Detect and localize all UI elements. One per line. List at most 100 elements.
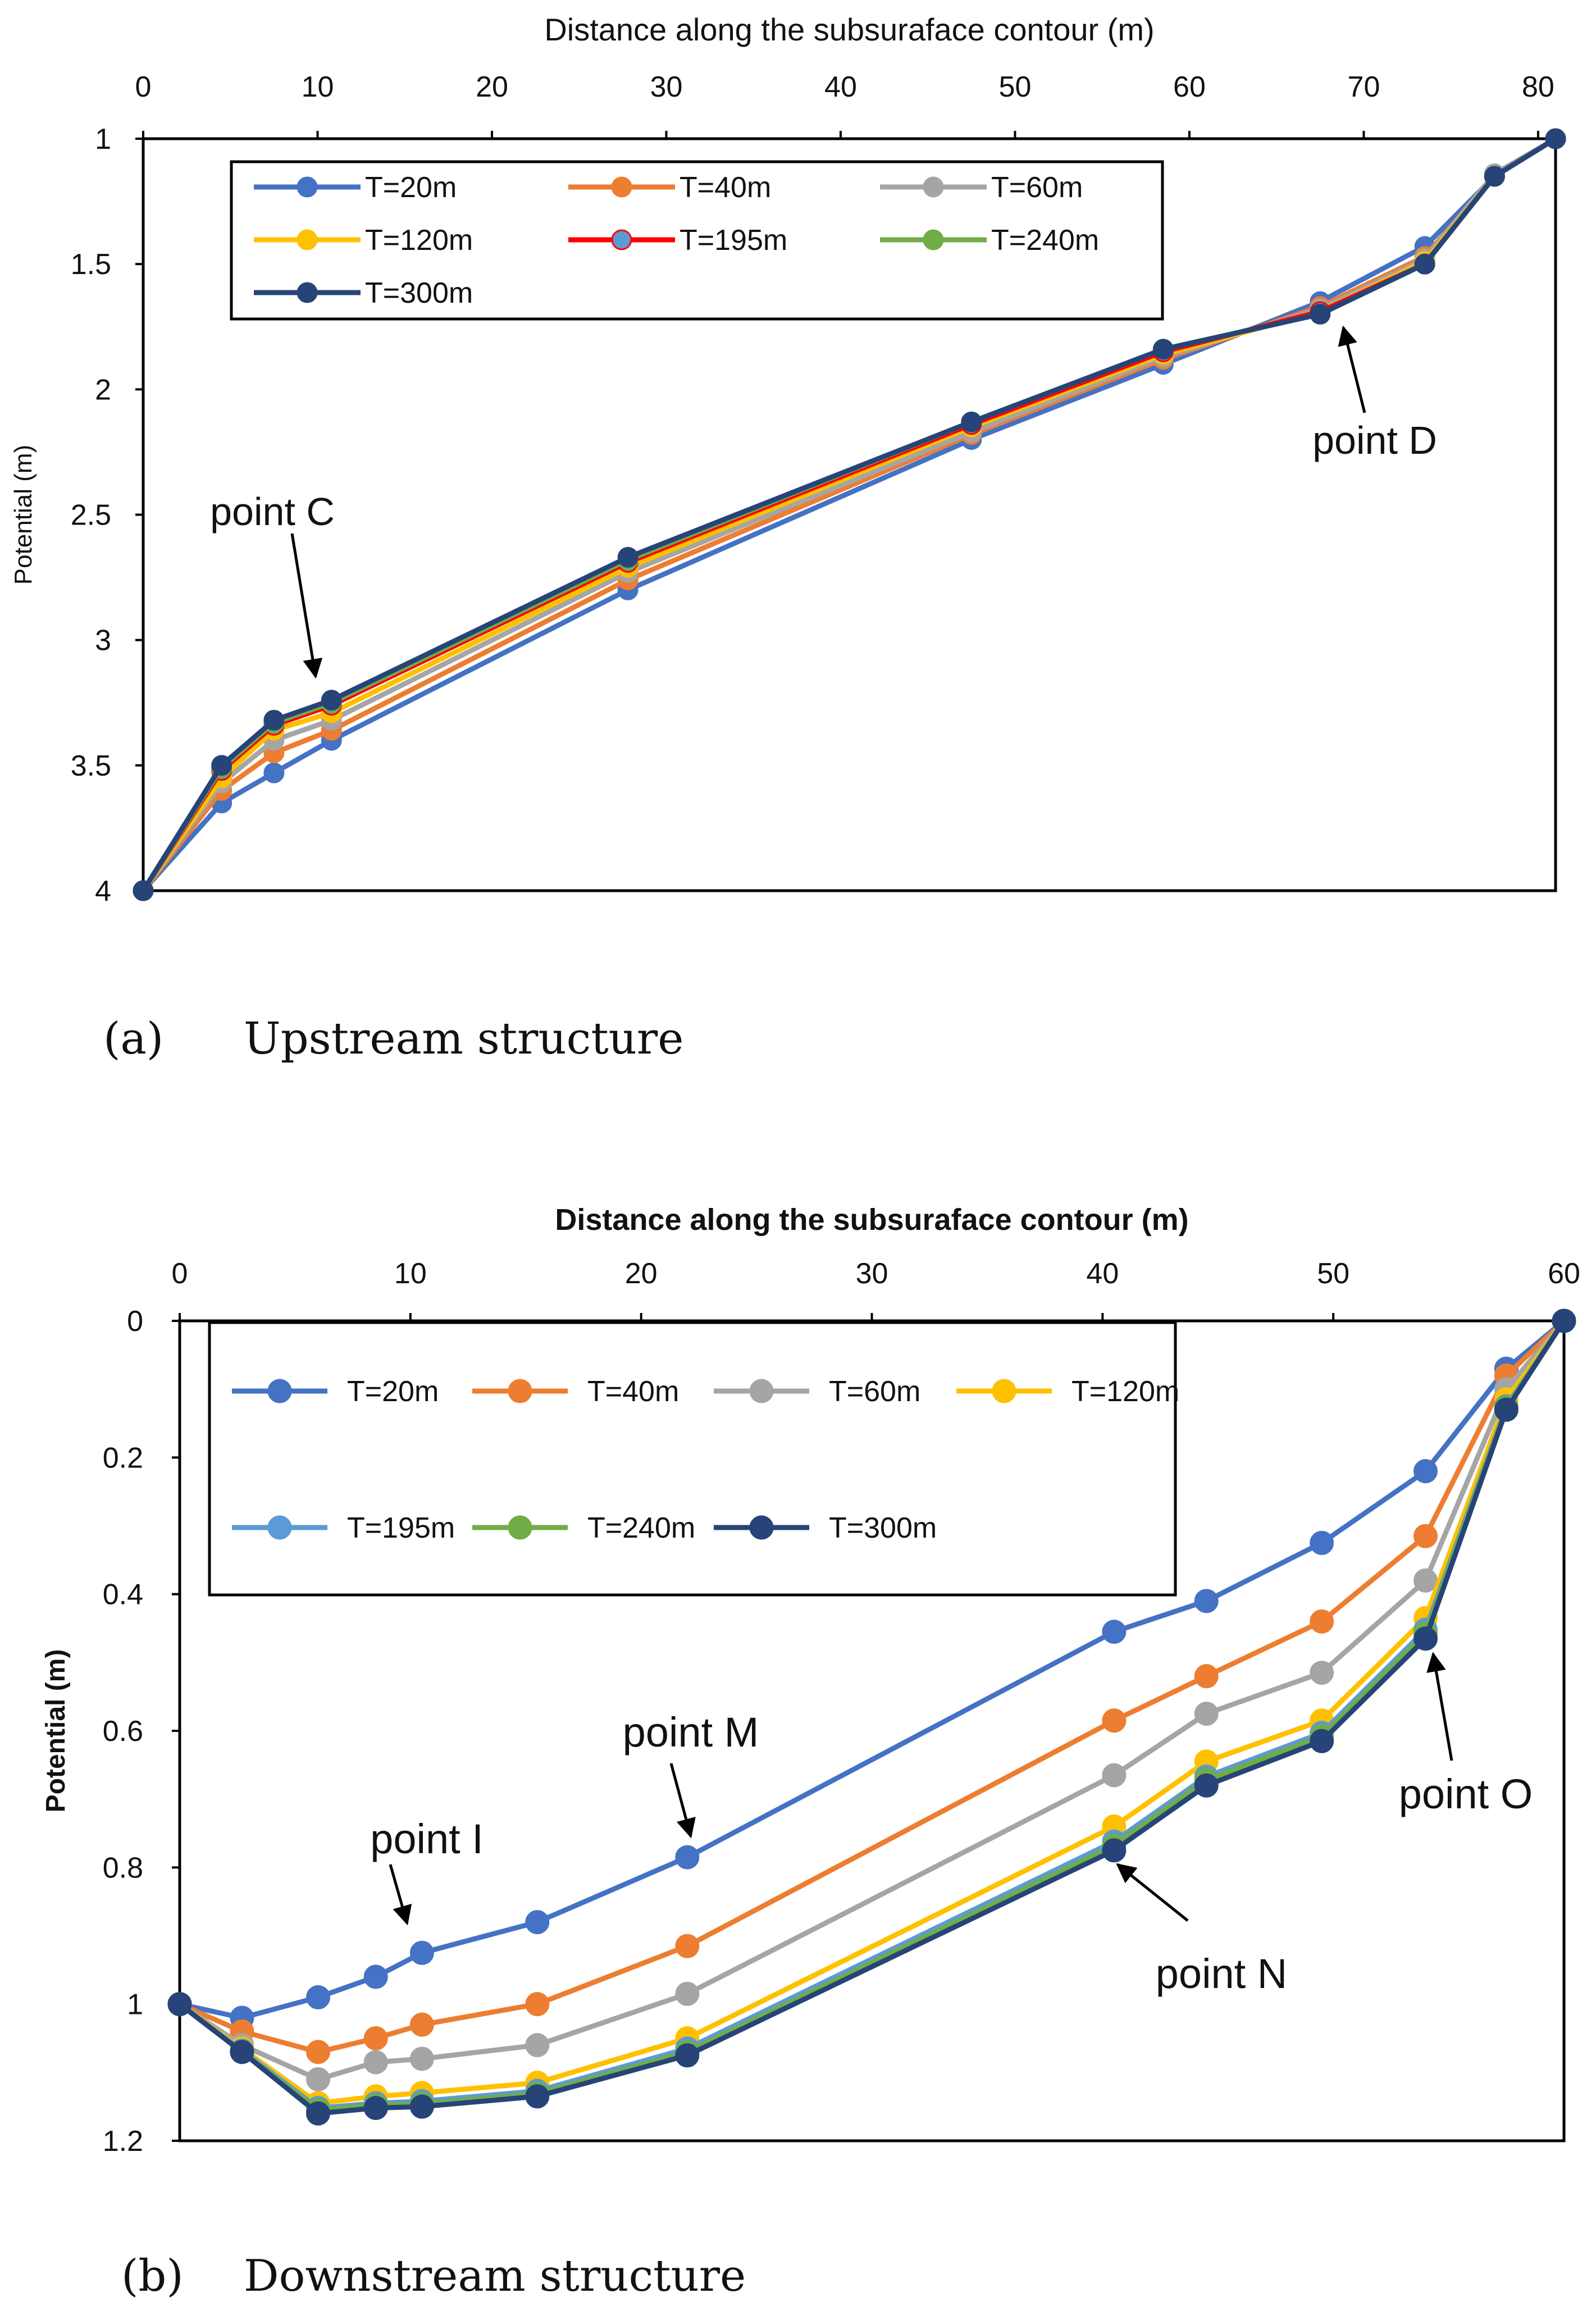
chart-b-series-line-4: [177, 1318, 1567, 2111]
chart-a-x-tick-label: 0: [135, 71, 152, 103]
chart-b-data-point-5-0: [167, 1992, 192, 2017]
chart-b-annotation-label-1: point M: [623, 1709, 759, 1756]
chart-b-series-line-0: [177, 1318, 1567, 2021]
chart-b-data-point-0-12: [1552, 1309, 1576, 1333]
chart-b-data-point-5-12: [1552, 1309, 1576, 1333]
chart-b-data-point-3-11: [1494, 1387, 1519, 1412]
chart-b-data-point-5-2: [306, 2098, 330, 2122]
chart-b-x-tick-label: 50: [1317, 1257, 1349, 1290]
chart-a-x-tick-label: 20: [476, 71, 508, 103]
chart-b-data-point-1-3: [363, 2026, 388, 2050]
chart-b-series-line-3: [177, 1318, 1567, 2106]
chart-b-legend-marker-1: [508, 1379, 532, 1403]
chart-a-data-point-6-2: [263, 709, 285, 731]
chart-a-x-tick-label: 50: [999, 71, 1032, 103]
chart-a-legend-label-4: T=195m: [680, 224, 787, 257]
chart-b-data-point-4-4: [409, 2089, 434, 2113]
chart-b-legend-box: [208, 1321, 1177, 1597]
chart-a-legend-label-5: T=240m: [991, 224, 1099, 257]
chart-b-data-point-1-8: [1194, 1664, 1219, 1689]
chart-b-data-point-0-0: [167, 1992, 192, 2017]
chart-b-annotation-label-3: point O: [1399, 1771, 1533, 1817]
chart-a-x-tick-label: 30: [650, 71, 683, 103]
chart-b-data-point-6-12: [1552, 1309, 1576, 1333]
chart-b-x-axis-title: Distance along the subsuraface contour (…: [555, 1203, 1188, 1237]
chart-b-data-point-5-1: [230, 2040, 254, 2064]
chart-b-data-point-4-8: [1194, 1765, 1219, 1789]
chart-b-data-point-3-0: [167, 1992, 192, 2017]
chart-a-data-point-6-5: [961, 411, 982, 432]
chart-b-data-point-2-3: [363, 2050, 388, 2075]
chart-a-legend-label-3: T=120m: [365, 224, 473, 257]
chart-b-data-point-2-1: [230, 2033, 254, 2058]
chart-b-data-point-6-0: [167, 1992, 192, 2017]
chart-b-data-point-3-8: [1194, 1749, 1219, 1774]
chart-b-data-point-4-3: [363, 2091, 388, 2116]
chart-b-annotation-label-2: point N: [1156, 1950, 1287, 1997]
chart-b-data-point-4-11: [1494, 1394, 1519, 1419]
chart-a-x-tick-label: 80: [1522, 71, 1554, 103]
chart-a-data-point-6-3: [321, 690, 342, 711]
chart-a-y-tick-label: 1: [95, 123, 111, 156]
chart-b-legend-label-1: T=40m: [587, 1375, 679, 1408]
chart-b-data-point-1-11: [1494, 1363, 1519, 1388]
chart-b-data-point-5-9: [1310, 1724, 1334, 1749]
chart-a-legend-marker-5: [923, 229, 944, 250]
chart-b-x-tick-label: 10: [394, 1257, 427, 1290]
chart-b-data-point-4-1: [230, 2038, 254, 2063]
chart-b-y-tick-label: 0: [127, 1305, 143, 1338]
chart-b-data-point-3-9: [1310, 1708, 1334, 1733]
chart-a-data-point-6-4: [617, 546, 639, 568]
chart-b-data-point-4-2: [306, 2096, 330, 2121]
chart-b-y-tick-label: 0.6: [103, 1715, 143, 1748]
chart-a-x-tick-label: 70: [1348, 71, 1380, 103]
chart-b-data-point-6-8: [1194, 1773, 1219, 1798]
chart-b-series-line-5: [177, 1318, 1567, 2113]
chart-b-series-line-2: [177, 1318, 1567, 2082]
chart-a-legend-box: [230, 160, 1164, 321]
chart-a-legend-marker-0: [297, 176, 318, 198]
chart-b-data-point-6-10: [1413, 1626, 1438, 1651]
chart-b-y-tick-label: 0.4: [103, 1579, 143, 1611]
chart-b-data-point-4-6: [675, 2036, 700, 2061]
chart-b-series-line-1: [177, 1318, 1567, 2055]
chart-b-data-point-6-4: [409, 2094, 434, 2119]
chart-b-annotation-arrow-2: [1116, 1863, 1189, 1922]
chart-b-legend-label-6: T=300m: [829, 1512, 937, 1544]
chart-b-x-tick-label: 40: [1086, 1257, 1119, 1290]
chart-b-legend-marker-6: [749, 1515, 774, 1540]
chart-a-legend-marker-2: [923, 176, 944, 198]
caption-a-letter: (a): [103, 1014, 164, 1064]
chart-b-data-point-6-6: [675, 2043, 700, 2068]
chart-a-data-point-6-7: [1310, 303, 1331, 325]
chart-b-data-point-6-2: [306, 2101, 330, 2126]
chart-b-legend-marker-5: [508, 1515, 532, 1540]
chart-a-data-point-0-2: [263, 762, 285, 783]
chart-a-data-point-6-8: [1414, 253, 1435, 275]
chart-b-data-point-5-4: [409, 2091, 434, 2116]
chart-a-legend-label-1: T=40m: [680, 171, 771, 204]
chart-b-data-point-2-11: [1494, 1377, 1519, 1402]
chart-a-y-tick-label: 3.5: [71, 750, 111, 782]
chart-a-legend-marker-6: [297, 282, 318, 303]
chart-b-data-point-1-1: [230, 2019, 254, 2044]
chart-a-legend-label-6: T=300m: [365, 277, 473, 309]
chart-b-annotation-arrow-3: [1426, 1652, 1453, 1761]
chart-a-legend-marker-1: [611, 176, 632, 198]
chart-b-data-point-3-6: [675, 2026, 700, 2050]
chart-b-data-point-5-7: [1102, 1833, 1127, 1858]
chart-b-data-point-1-9: [1310, 1609, 1334, 1634]
chart-b-data-point-4-10: [1413, 1617, 1438, 1642]
chart-b-y-tick-label: 0.2: [103, 1442, 143, 1474]
chart-a-data-point-6-6: [1152, 339, 1174, 360]
chart-a-legend-marker-4: [611, 229, 632, 250]
chart-a-annotation-arrow-1: [1338, 325, 1366, 413]
chart-b-legend-label-3: T=120m: [1071, 1375, 1179, 1408]
chart-b-data-point-5-3: [363, 2093, 388, 2118]
chart-b-data-point-2-2: [306, 2067, 330, 2091]
chart-b-data-point-3-3: [363, 2084, 388, 2109]
chart-b-x-tick-label: 20: [625, 1257, 658, 1290]
chart-b-data-point-3-2: [306, 2091, 330, 2116]
chart-b-data-point-0-2: [306, 1985, 330, 2009]
chart-b-annotation-label-0: point I: [370, 1816, 484, 1862]
